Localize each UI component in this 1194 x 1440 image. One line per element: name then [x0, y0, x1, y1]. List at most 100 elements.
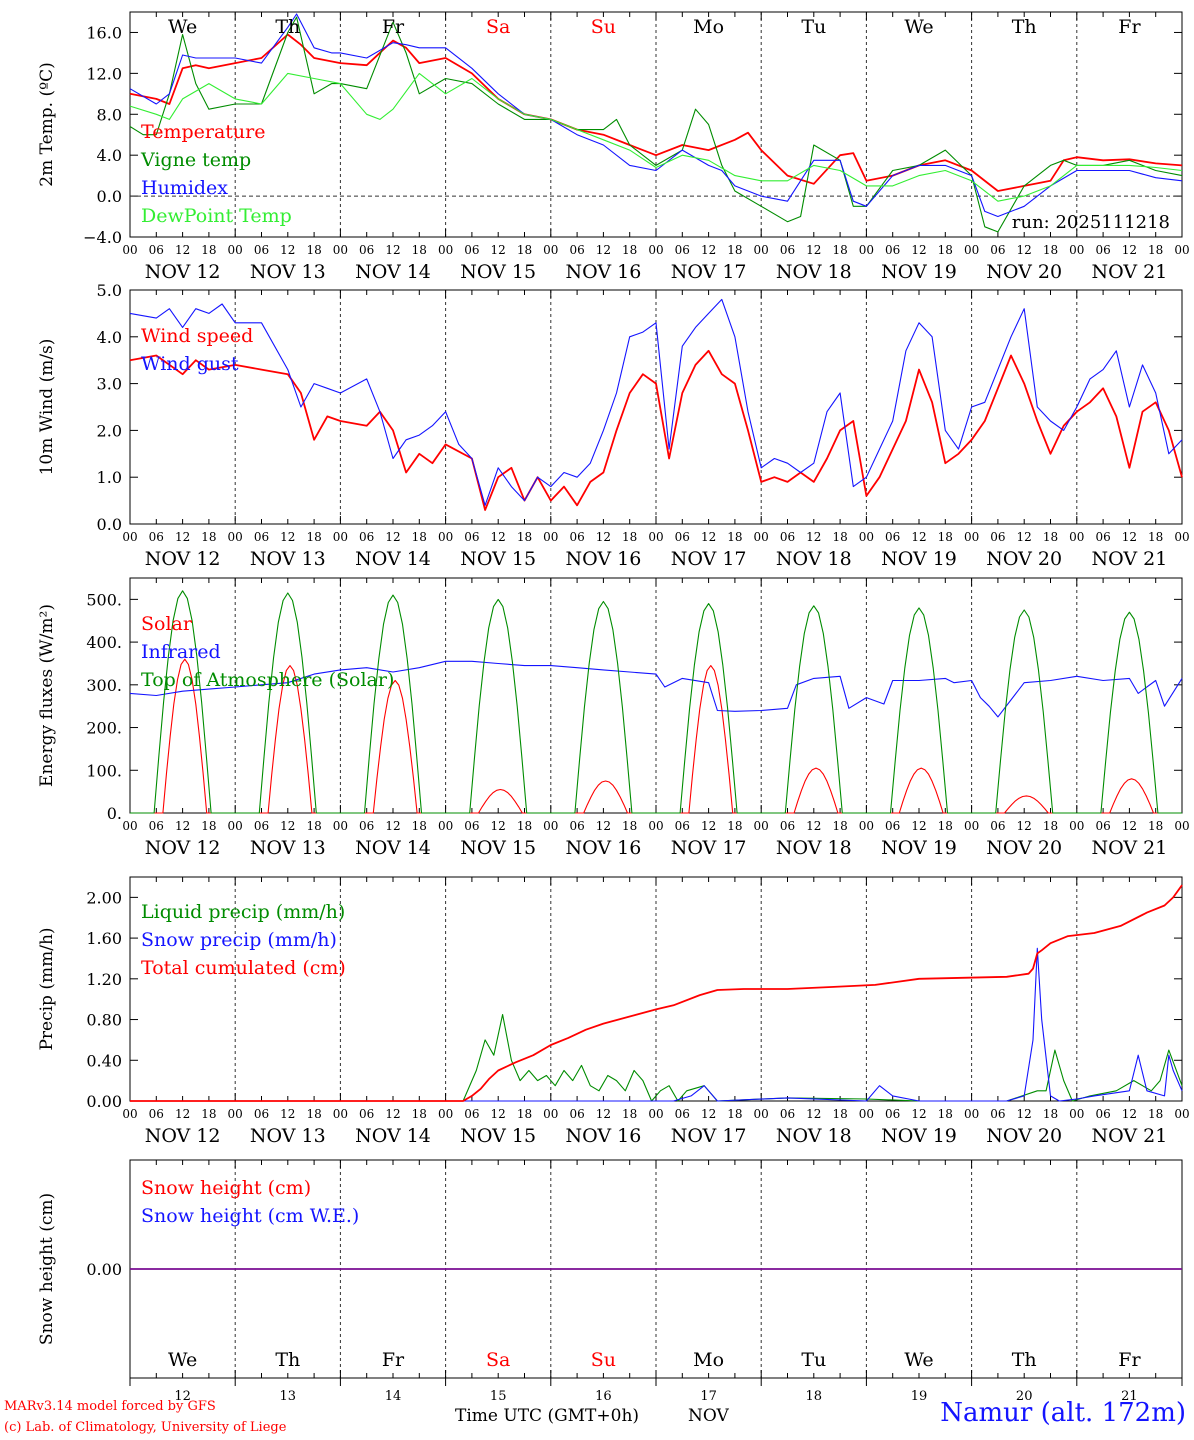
- y-tick-label: 0.: [107, 804, 122, 823]
- day-number-label: 19: [911, 1389, 928, 1404]
- y-tick-label: 0.0: [97, 187, 122, 206]
- date-label: NOV 19: [881, 1125, 957, 1147]
- series-line-temp-0: [129, 33, 1183, 192]
- hour-tick-label: 12: [491, 819, 506, 833]
- date-label: NOV 17: [671, 837, 747, 859]
- hour-tick-label: 12: [1122, 1107, 1137, 1121]
- series-line-precip-2: [130, 884, 1183, 1102]
- hour-tick-label: 18: [517, 819, 532, 833]
- legend-entry: Snow height (cm W.E.): [141, 1205, 359, 1227]
- hour-tick-label: 18: [622, 243, 637, 257]
- hour-tick-label: 00: [859, 530, 874, 544]
- hour-tick-label: 12: [491, 243, 506, 257]
- hour-tick-label: 12: [385, 1107, 400, 1121]
- day-number-label: 18: [806, 1389, 823, 1404]
- hour-tick-label: 18: [201, 1107, 216, 1121]
- y-tick-label: 0.00: [86, 1092, 122, 1111]
- hour-tick-label: 12: [911, 1107, 926, 1121]
- series-line-precip-1: [130, 947, 1183, 1102]
- hour-tick-label: 06: [990, 530, 1005, 544]
- y-axis-title: 2m Temp. (ºC): [37, 62, 57, 187]
- y-tick-label: 0.80: [86, 1011, 122, 1030]
- hour-tick-label: 00: [964, 819, 979, 833]
- date-label: NOV 13: [250, 837, 326, 859]
- hour-tick-label: 00: [1174, 819, 1189, 833]
- hour-tick-label: 00: [964, 530, 979, 544]
- date-label: NOV 12: [145, 548, 221, 570]
- date-label: NOV 15: [460, 548, 536, 570]
- hour-tick-label: 06: [569, 243, 584, 257]
- weekday-label-bottom: We: [168, 1349, 197, 1371]
- hour-tick-label: 00: [228, 819, 243, 833]
- date-label: NOV 14: [355, 261, 431, 283]
- hour-tick-label: 12: [385, 819, 400, 833]
- hour-tick-label: 06: [990, 819, 1005, 833]
- hour-tick-label: 00: [438, 530, 453, 544]
- hour-tick-label: 00: [543, 243, 558, 257]
- hour-tick-label: 18: [938, 243, 953, 257]
- hour-tick-label: 06: [675, 530, 690, 544]
- hour-tick-label: 00: [648, 530, 663, 544]
- hour-tick-label: 18: [1043, 243, 1058, 257]
- y-tick-label: −4.0: [83, 228, 122, 247]
- date-label: NOV 17: [671, 1125, 747, 1147]
- y-tick-label: 200.: [86, 719, 122, 738]
- hour-tick-label: 18: [1148, 530, 1163, 544]
- hour-tick-label: 18: [727, 243, 742, 257]
- weekday-label-bottom: Tu: [801, 1349, 826, 1371]
- hour-tick-label: 06: [885, 1107, 900, 1121]
- hour-tick-label: 06: [885, 243, 900, 257]
- hour-tick-label: 12: [911, 819, 926, 833]
- date-label: NOV 21: [1091, 548, 1167, 570]
- date-label: NOV 16: [565, 548, 641, 570]
- hour-tick-label: 06: [254, 1107, 269, 1121]
- hour-tick-label: 06: [359, 1107, 374, 1121]
- month-label: NOV: [688, 1406, 729, 1426]
- hour-tick-label: 12: [701, 1107, 716, 1121]
- legend-entry: Solar: [141, 613, 193, 635]
- hour-tick-label: 12: [1122, 243, 1137, 257]
- weekday-label-top: We: [904, 16, 933, 38]
- y-tick-label: 4.0: [97, 146, 122, 165]
- hour-tick-label: 06: [569, 819, 584, 833]
- hour-tick-label: 18: [412, 819, 427, 833]
- date-label: NOV 14: [355, 548, 431, 570]
- date-label: NOV 15: [460, 1125, 536, 1147]
- hour-tick-label: 06: [885, 530, 900, 544]
- hour-tick-label: 06: [254, 243, 269, 257]
- legend-entry: Liquid precip (mm/h): [141, 901, 345, 923]
- hour-tick-label: 18: [832, 819, 847, 833]
- hour-tick-label: 06: [464, 1107, 479, 1121]
- hour-tick-label: 06: [254, 530, 269, 544]
- date-label: NOV 17: [671, 261, 747, 283]
- hour-tick-label: 00: [122, 1107, 137, 1121]
- date-label: NOV 21: [1091, 261, 1167, 283]
- y-tick-label: 3.0: [97, 375, 122, 394]
- hour-tick-label: 06: [1095, 819, 1110, 833]
- hour-tick-label: 18: [1043, 1107, 1058, 1121]
- hour-tick-label: 18: [622, 1107, 637, 1121]
- plot-frame-temp: [129, 11, 1183, 238]
- date-label: NOV 13: [250, 548, 326, 570]
- hour-tick-label: 12: [491, 1107, 506, 1121]
- date-label: NOV 19: [881, 261, 957, 283]
- hour-tick-label: 06: [780, 819, 795, 833]
- date-label: NOV 12: [145, 261, 221, 283]
- y-tick-label: 500.: [86, 590, 122, 609]
- hour-tick-label: 00: [333, 243, 348, 257]
- date-label: NOV 14: [355, 837, 431, 859]
- y-axis-title: Snow height (cm): [37, 1193, 57, 1345]
- hour-tick-label: 06: [675, 819, 690, 833]
- date-label: NOV 17: [671, 548, 747, 570]
- hour-tick-label: 12: [701, 243, 716, 257]
- hour-tick-label: 06: [149, 1107, 164, 1121]
- y-tick-label: 0.00: [86, 1260, 122, 1279]
- y-tick-label: 0.0: [97, 515, 122, 534]
- weekday-label-bottom: Fr: [1118, 1349, 1141, 1371]
- day-number-label: 14: [385, 1389, 402, 1404]
- hour-tick-label: 12: [701, 819, 716, 833]
- series-line-wind-1: [129, 298, 1183, 506]
- weekday-label-bottom: Fr: [382, 1349, 405, 1371]
- hour-tick-label: 06: [1095, 530, 1110, 544]
- hour-tick-label: 12: [175, 1107, 190, 1121]
